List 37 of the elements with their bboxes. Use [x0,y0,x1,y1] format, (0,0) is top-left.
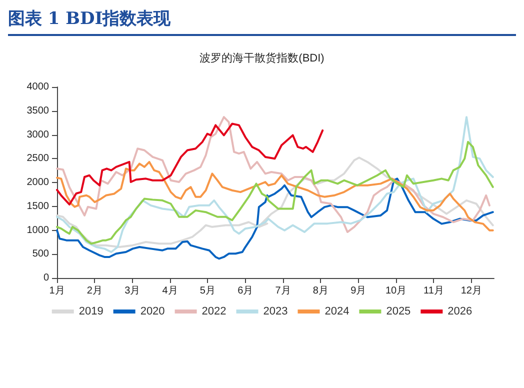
y-tick-label: 2500 [26,153,50,164]
x-tick-label: 1月 [49,286,65,296]
y-tick-label: 2000 [26,177,50,188]
legend-label: 2025 [386,306,411,318]
x-tick-label: 5月 [200,286,216,296]
x-tick-label: 11月 [424,286,444,296]
legend-label: 2026 [448,306,472,318]
chart-subtitle: 波罗的海干散货指数(BDI) [200,52,324,64]
legend-label: 2020 [140,306,165,318]
line-series [56,178,494,260]
x-tick-label: 7月 [275,286,291,296]
y-tick-label: 500 [32,248,50,260]
legend-label: 2023 [263,306,288,318]
y-tick-label: 1500 [26,200,50,212]
line-series [56,116,494,254]
x-tick-label: 8月 [312,286,328,296]
y-tick-label: 1000 [26,224,50,236]
legend-label: 2019 [78,306,104,318]
line-series [56,122,324,206]
y-tick-label: 3000 [26,129,50,140]
y-tick-label: 3500 [26,105,50,116]
line-series [56,140,494,245]
legend-label: 2022 [202,306,226,318]
x-tick-label: 3月 [124,286,140,296]
y-tick-label: 0 [43,272,50,284]
line-series [56,160,494,232]
chart-title: 图表 1 BDI指数表现 [8,4,516,36]
x-tick-label: 6月 [238,286,254,296]
y-tick-label: 4000 [26,82,50,92]
x-tick-label: 9月 [350,286,366,296]
x-tick-label: 12月 [460,286,482,296]
x-tick-label: 4月 [162,286,178,296]
x-tick-label: 2月 [86,286,102,296]
x-tick-label: 10月 [385,286,407,296]
line-series [56,156,494,248]
line-series [56,116,490,234]
legend-label: 2024 [324,306,350,318]
